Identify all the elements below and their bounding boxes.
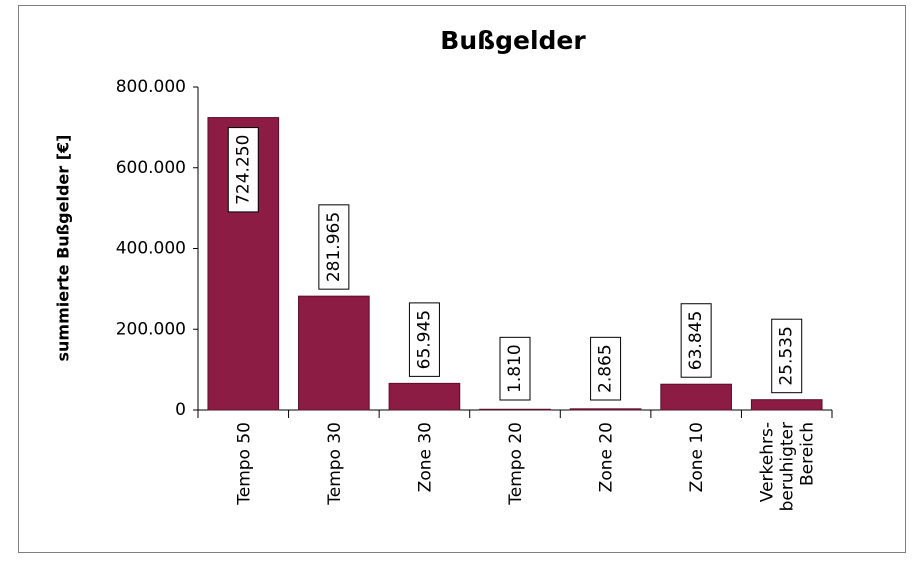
value-label: 724.250 [233,135,253,205]
value-label-group: 63.845 [680,303,712,378]
bar [388,382,461,411]
y-tick-label: 200.000 [116,319,186,339]
value-label: 63.845 [686,311,706,370]
value-label-group: 2.865 [590,336,622,401]
x-tick-label: Tempo 20 [506,422,526,506]
bar [298,295,370,411]
value-label-box [227,127,259,213]
value-label: 2.865 [596,344,616,393]
bar [750,399,823,411]
value-label-box [771,318,803,394]
x-tick-label: Zone 30 [415,422,435,492]
y-tick-label: 600.000 [116,158,186,178]
x-tick-label: Zone 10 [687,422,707,492]
value-label: 1.810 [505,344,525,393]
value-label-group: 724.250 [227,127,259,213]
value-label-group: 25.535 [771,318,803,394]
value-label-box [499,336,531,401]
value-label-box [408,302,440,377]
value-label-group: 281.965 [318,204,350,290]
y-tick-label: 0 [175,400,186,420]
bar [479,408,551,411]
x-tick-label: Verkehrs-beruhigterBereich [758,422,818,511]
value-label: 65.945 [414,310,434,369]
value-label: 25.535 [777,326,797,385]
chart-frame [18,5,906,553]
y-axis-label: summierte Bußgelder [€] [54,135,73,362]
x-tick-label: Tempo 30 [325,422,345,506]
y-tick-label: 400.000 [116,239,186,259]
y-tick-label: 800.000 [116,77,186,97]
value-label-box [590,336,622,401]
bar [660,383,732,411]
chart-title: Bußgelder [440,26,586,55]
value-label-box [680,303,712,378]
bar [569,408,642,411]
value-label-box [318,204,350,290]
value-label: 281.965 [324,212,344,282]
value-label-group: 1.810 [499,336,531,401]
x-tick-label: Zone 20 [597,422,617,492]
value-label-group: 65.945 [408,302,440,377]
x-tick-label: Tempo 50 [234,422,254,506]
